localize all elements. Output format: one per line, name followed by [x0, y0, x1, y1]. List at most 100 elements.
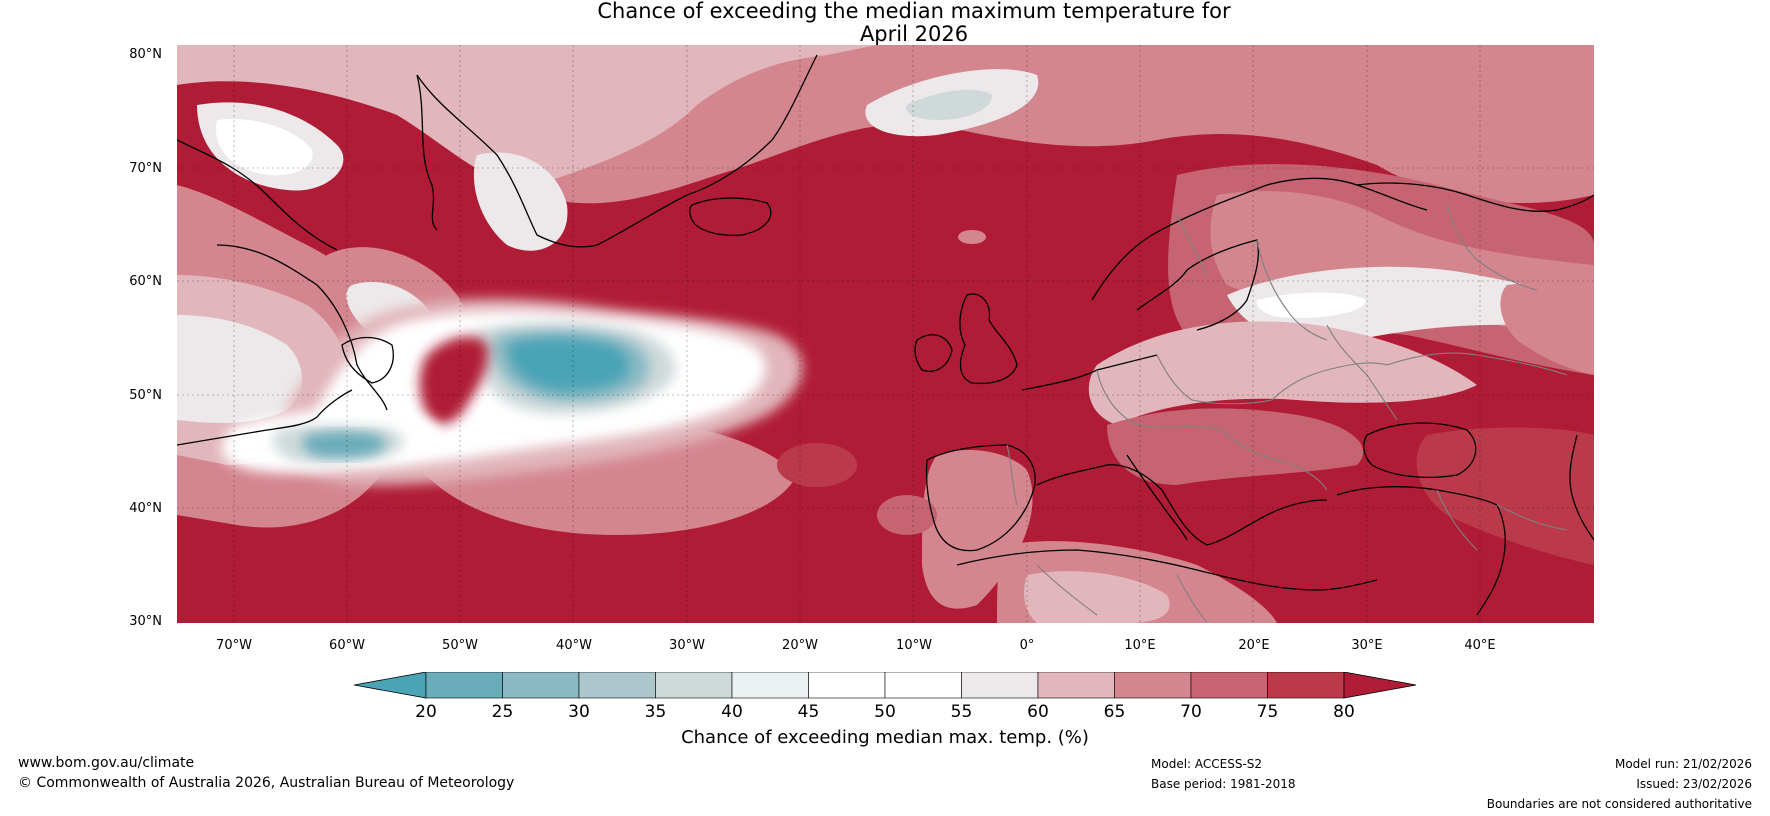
- lon-tick-70w: 70°W: [216, 638, 252, 653]
- lon-tick-40w: 40°W: [556, 638, 592, 653]
- lon-tick-30w: 30°W: [669, 638, 705, 653]
- border-13: [1496, 504, 1568, 531]
- coast-italy: [1126, 454, 1188, 541]
- border-12: [1436, 489, 1478, 551]
- coast-mediterranean-north: [1036, 464, 1328, 546]
- borders: [1006, 204, 1568, 623]
- field-east-pink: [1500, 282, 1594, 375]
- coast-norway: [1091, 177, 1428, 301]
- lon-tick-20w: 20°W: [782, 638, 818, 653]
- map-panel: [177, 45, 1594, 623]
- lon-tick-20e: 20°E: [1238, 638, 1270, 653]
- field-east-med-red: [1416, 427, 1594, 565]
- colorbar-segment: [655, 672, 733, 699]
- colorbar-tick-label: 35: [645, 702, 667, 722]
- lat-tick-60n: 60°N: [129, 274, 162, 289]
- coast-canada-arctic: [177, 139, 338, 251]
- colorbar-segment: [731, 672, 809, 699]
- border-10: [1036, 564, 1098, 616]
- map-title-line2: April 2026: [859, 22, 969, 46]
- lon-tick-10w: 10°W: [896, 638, 932, 653]
- coast-russia-north: [1356, 182, 1594, 212]
- footer-copyright: © Commonwealth of Australia 2026, Austra…: [18, 775, 515, 791]
- lon-tick-50w: 50°W: [442, 638, 478, 653]
- footer-model-run: Model run: 21/02/2026: [1614, 757, 1752, 771]
- lat-tick-30n: 30°N: [129, 614, 162, 629]
- graticule: [177, 45, 1594, 623]
- colorbar-segment: [502, 672, 580, 699]
- field-east-europe-pink: [1088, 321, 1477, 425]
- coast-turkey: [1336, 486, 1498, 506]
- colorbar-tick-label: 30: [568, 702, 590, 722]
- lat-tick-70n: 70°N: [129, 161, 162, 176]
- colorbar-tick-label: 25: [492, 702, 514, 722]
- field-arctic-lightpink: [177, 45, 877, 187]
- colorbar-label: Chance of exceeding median max. temp. (%…: [681, 727, 1089, 748]
- border-2: [1156, 354, 1273, 405]
- coast-caspian-edge: [1569, 434, 1594, 541]
- colorbar-segment: [884, 672, 962, 699]
- coast-britain: [959, 293, 1018, 385]
- colorbar-tick-label: 70: [1180, 702, 1202, 722]
- coast-us-east: [177, 389, 353, 446]
- border-14: [1446, 204, 1538, 291]
- field-greenland-white2: [216, 119, 313, 176]
- colorbar-tick-label: 55: [951, 702, 973, 722]
- coast-iceland: [689, 197, 772, 236]
- colorbar-extend-low: [354, 672, 427, 699]
- lon-tick-60w: 60°W: [329, 638, 365, 653]
- border-5: [1326, 324, 1398, 421]
- footer-boundaries-note: Boundaries are not considered authoritat…: [1486, 797, 1752, 811]
- field-patch-north-atlantic: [777, 443, 857, 487]
- coast-newfoundland: [341, 336, 394, 384]
- colorbar-tick-label: 40: [721, 702, 743, 722]
- colorbar-segment: [961, 672, 1039, 699]
- field-russia-white2: [1256, 292, 1367, 318]
- lat-tick-50n: 50°N: [129, 388, 162, 403]
- lon-tick-40e: 40°E: [1464, 638, 1496, 653]
- colorbar-segment: [578, 672, 656, 699]
- map-canvas: [177, 45, 1594, 623]
- border-8: [1176, 214, 1208, 276]
- border-4: [1271, 362, 1388, 401]
- colorbar-tick-label: 65: [1104, 702, 1126, 722]
- coast-north-africa: [956, 549, 1378, 591]
- border-1: [1096, 369, 1223, 431]
- field-svalbard-blue: [906, 89, 992, 120]
- border-3: [1221, 429, 1328, 491]
- field-atlantic-red-tongue: [419, 336, 488, 424]
- border-6: [1386, 352, 1568, 376]
- coast-greenland-west: [416, 74, 438, 231]
- colorbar-segment: [1114, 672, 1192, 699]
- colorbar-tick-label: 45: [798, 702, 820, 722]
- coast-labrador: [216, 244, 388, 411]
- colorbar-segment: [1267, 672, 1345, 699]
- coast-ireland: [914, 334, 953, 372]
- footer-issued: Issued: 23/02/2026: [1636, 777, 1752, 791]
- colorbar-segment: [808, 672, 886, 699]
- footer-base-period: Base period: 1981-2018: [1151, 777, 1296, 791]
- map-title-line1: Chance of exceeding the median maximum t…: [597, 0, 1231, 23]
- border-11: [1176, 574, 1208, 623]
- field-central-europe-red: [1107, 408, 1364, 485]
- field-africa-lightpink: [1024, 571, 1170, 623]
- footer-website[interactable]: www.bom.gov.au/climate: [18, 755, 195, 771]
- footer-model: Model: ACCESS-S2: [1151, 757, 1263, 771]
- colorbar-tick-label: 75: [1257, 702, 1279, 722]
- coast-iberia: [925, 444, 1036, 552]
- border-7: [1256, 239, 1328, 341]
- colorbar-segment: [1190, 672, 1268, 699]
- field-atlantic-teal: [508, 338, 629, 392]
- colorbar-segment: [1037, 672, 1115, 699]
- map-title: Chance of exceeding the median maximum t…: [0, 0, 1770, 46]
- lat-tick-40n: 40°N: [129, 501, 162, 516]
- coast-levant: [1476, 504, 1506, 616]
- coast-greenland: [416, 54, 818, 248]
- field-russia-white: [1227, 266, 1594, 343]
- field-south-teal: [302, 431, 386, 458]
- colorbar-segment: [425, 672, 503, 699]
- border-9: [1006, 444, 1018, 506]
- colorbar-tick-label: 50: [874, 702, 896, 722]
- field-patch-azores: [877, 495, 937, 535]
- colorbar-tick-label: 20: [415, 702, 437, 722]
